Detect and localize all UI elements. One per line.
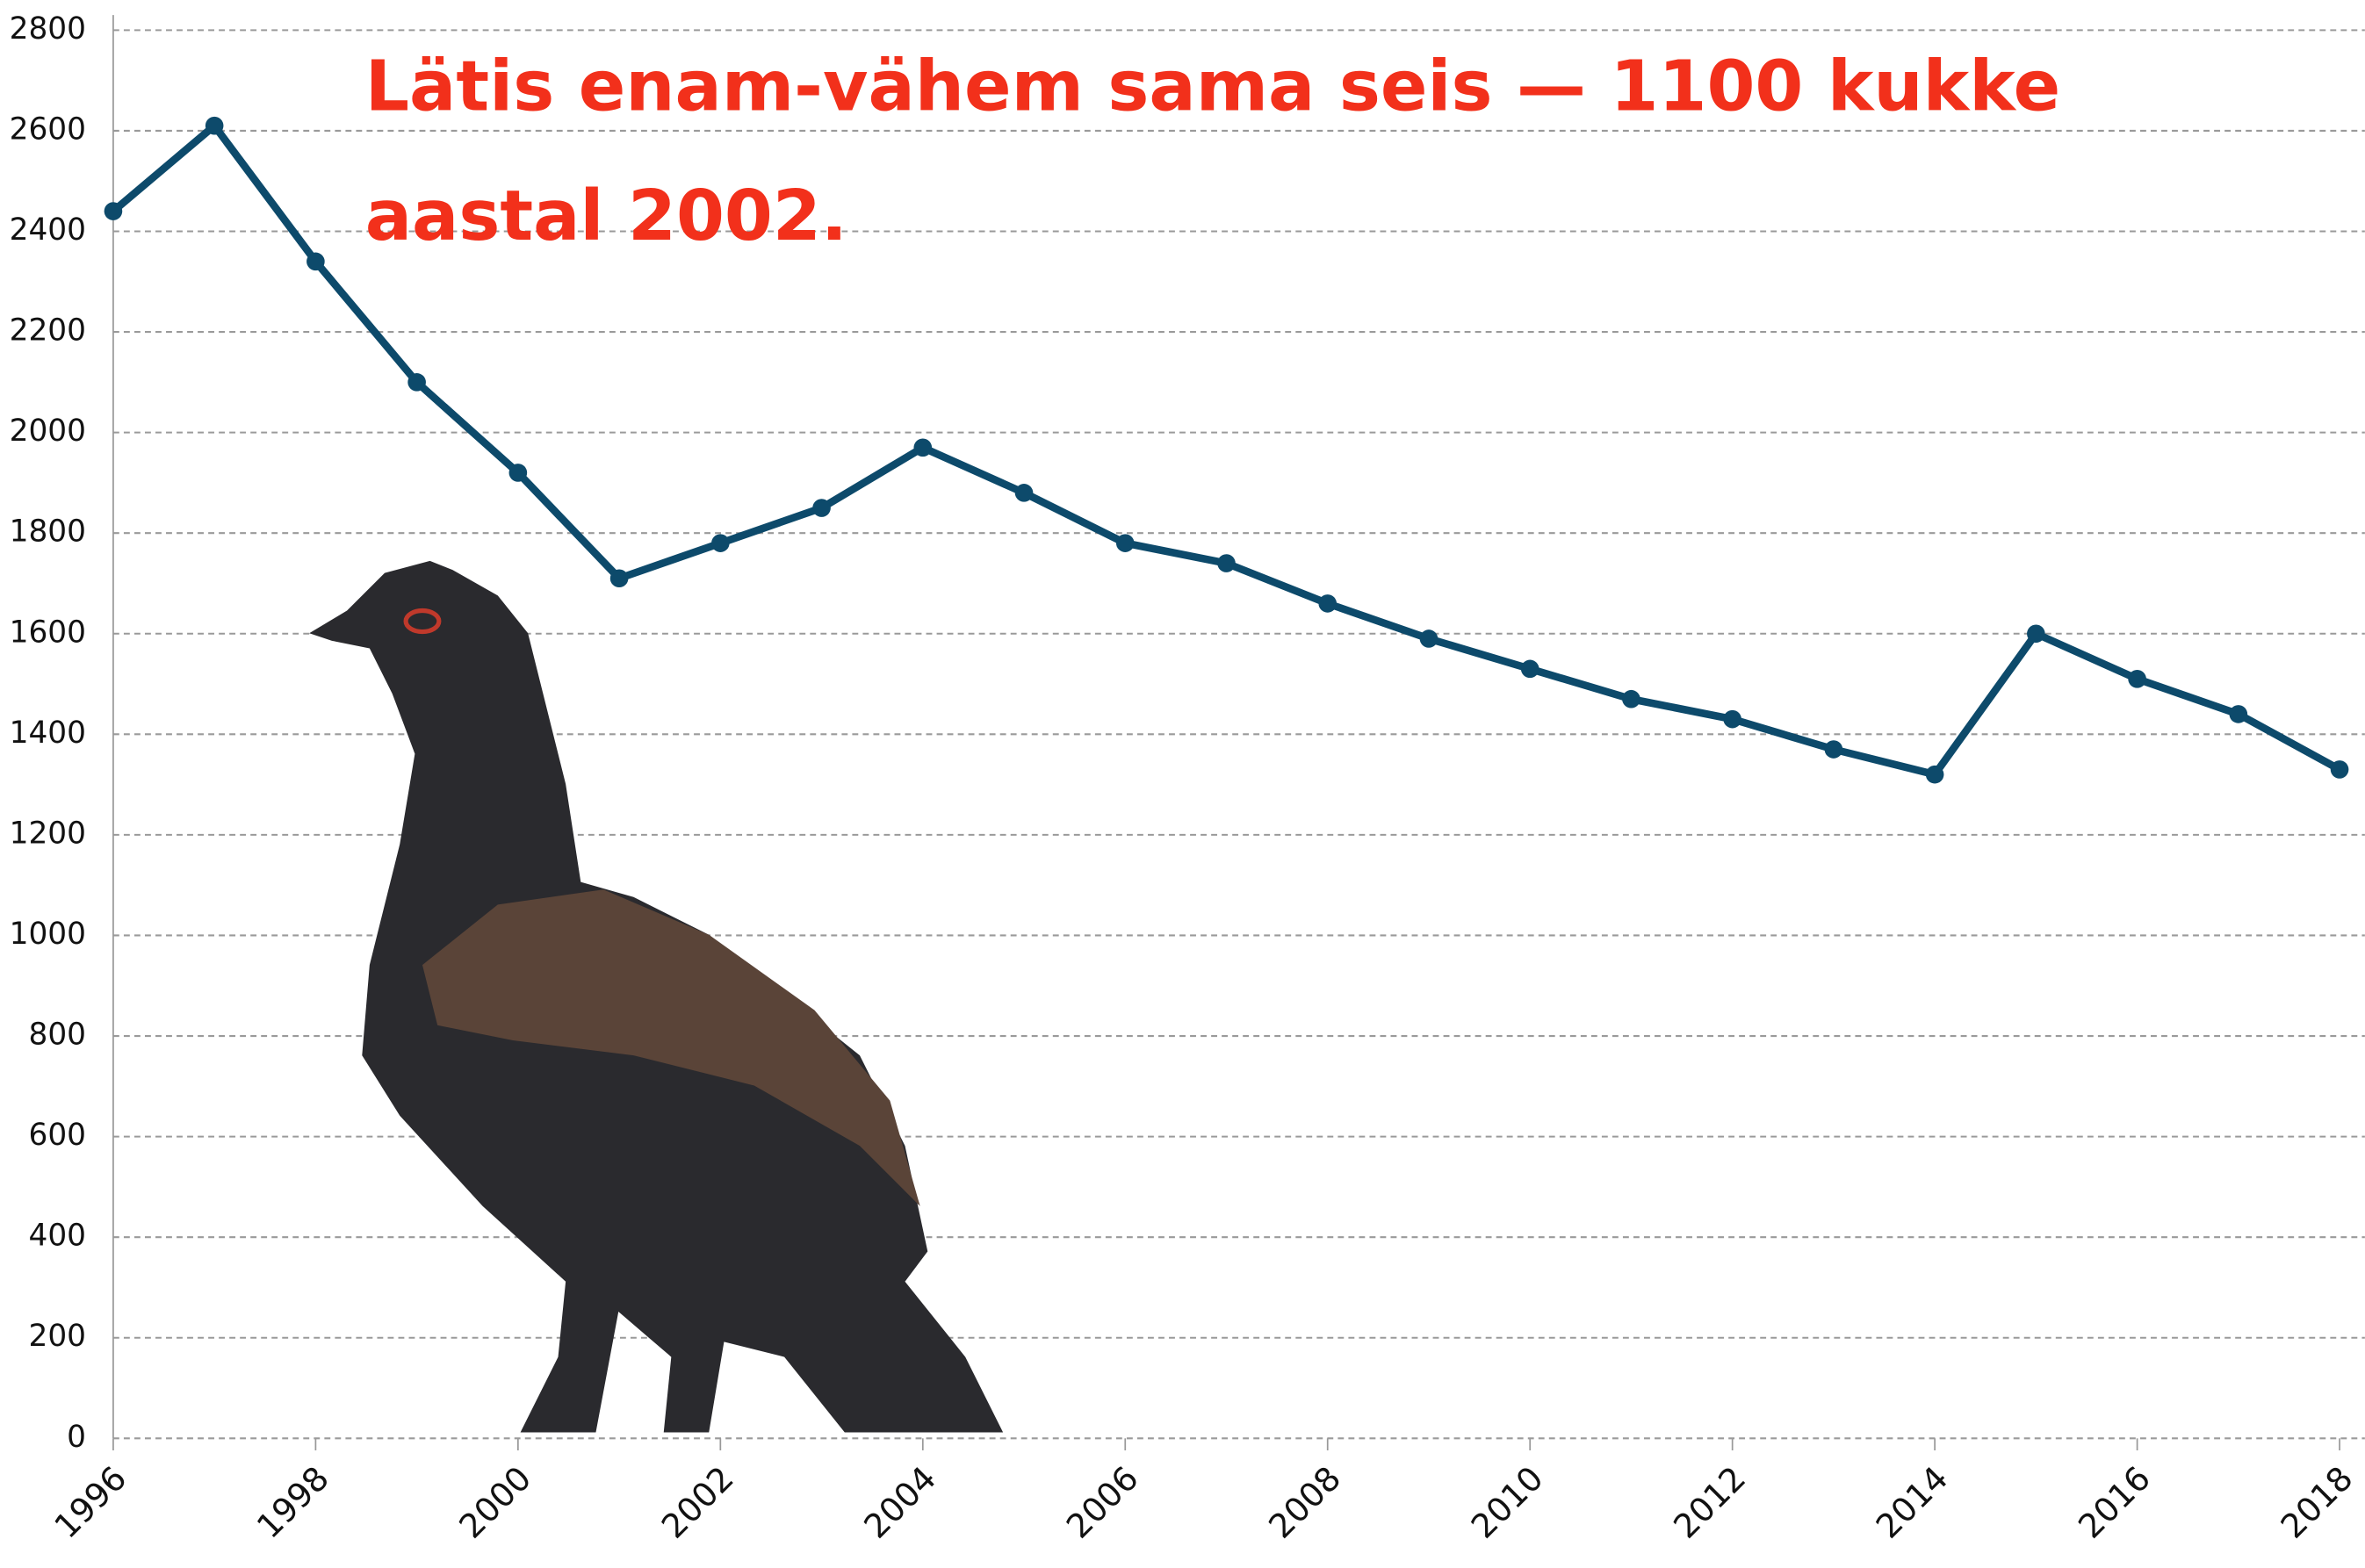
- x-tick-label: 1996: [47, 1459, 133, 1546]
- x-tick-label: 2000: [451, 1459, 538, 1546]
- y-tick-label: 1800: [10, 514, 86, 550]
- data-point: [1015, 484, 1034, 502]
- data-point: [2230, 705, 2248, 723]
- y-tick-label: 800: [28, 1018, 86, 1053]
- data-point: [2331, 760, 2349, 779]
- y-tick-label: 1200: [10, 816, 86, 851]
- chart: Lätis enam-vähem sama seis — 1100 kukke …: [0, 0, 2365, 1568]
- x-tick-label: 2016: [2071, 1459, 2158, 1546]
- y-tick-label: 2400: [10, 212, 86, 248]
- y-tick-label: 0: [67, 1420, 86, 1455]
- data-point: [1420, 629, 1438, 648]
- x-tick-label: 2010: [1464, 1459, 1551, 1546]
- data-point: [610, 569, 629, 587]
- page: {"chart_data": {"type": "line", "annotat…: [0, 0, 2365, 1568]
- annotation: Lätis enam-vähem sama seis — 1100 kukke …: [365, 21, 2115, 280]
- data-point: [509, 464, 528, 482]
- data-point: [711, 534, 730, 552]
- data-point: [1521, 660, 1539, 679]
- data-point: [306, 253, 325, 271]
- data-point: [1825, 740, 1843, 759]
- x-tick-label: 1998: [249, 1459, 336, 1546]
- y-tick-label: 1000: [10, 917, 86, 952]
- data-point: [1622, 690, 1640, 708]
- x-tick-label: 2002: [654, 1459, 741, 1546]
- x-tick-label: 2004: [856, 1459, 943, 1546]
- data-point: [2128, 670, 2146, 688]
- x-tick-label: 2006: [1059, 1459, 1146, 1546]
- y-tick-label: 2200: [10, 313, 86, 349]
- bird-illustration: [309, 561, 1003, 1433]
- annotation-box: Lätis enam-vähem sama seis — 1100 kukke …: [365, 21, 2115, 292]
- x-tick-label: 2008: [1261, 1459, 1348, 1546]
- data-point: [1116, 534, 1135, 552]
- data-point: [407, 373, 426, 392]
- data-point: [1926, 766, 1944, 784]
- x-tick-label: 2018: [2274, 1459, 2361, 1546]
- data-point: [105, 202, 123, 220]
- x-tick-label: 2012: [1666, 1459, 1753, 1546]
- y-tick-label: 200: [28, 1319, 86, 1354]
- y-tick-label: 1400: [10, 716, 86, 751]
- y-tick-label: 600: [28, 1118, 86, 1153]
- data-point: [812, 499, 831, 517]
- x-tick-label: 2014: [1869, 1459, 1956, 1546]
- data-point: [913, 439, 932, 457]
- data-point: [1723, 710, 1741, 729]
- data-point: [205, 117, 224, 135]
- y-tick-label: 2600: [10, 111, 86, 147]
- y-tick-label: 2800: [10, 11, 86, 47]
- data-point: [2027, 624, 2045, 643]
- y-tick-label: 400: [28, 1219, 86, 1254]
- y-tick-label: 1600: [10, 615, 86, 650]
- y-tick-label: 2000: [10, 414, 86, 449]
- data-point: [1318, 594, 1337, 613]
- data-point: [1217, 554, 1236, 572]
